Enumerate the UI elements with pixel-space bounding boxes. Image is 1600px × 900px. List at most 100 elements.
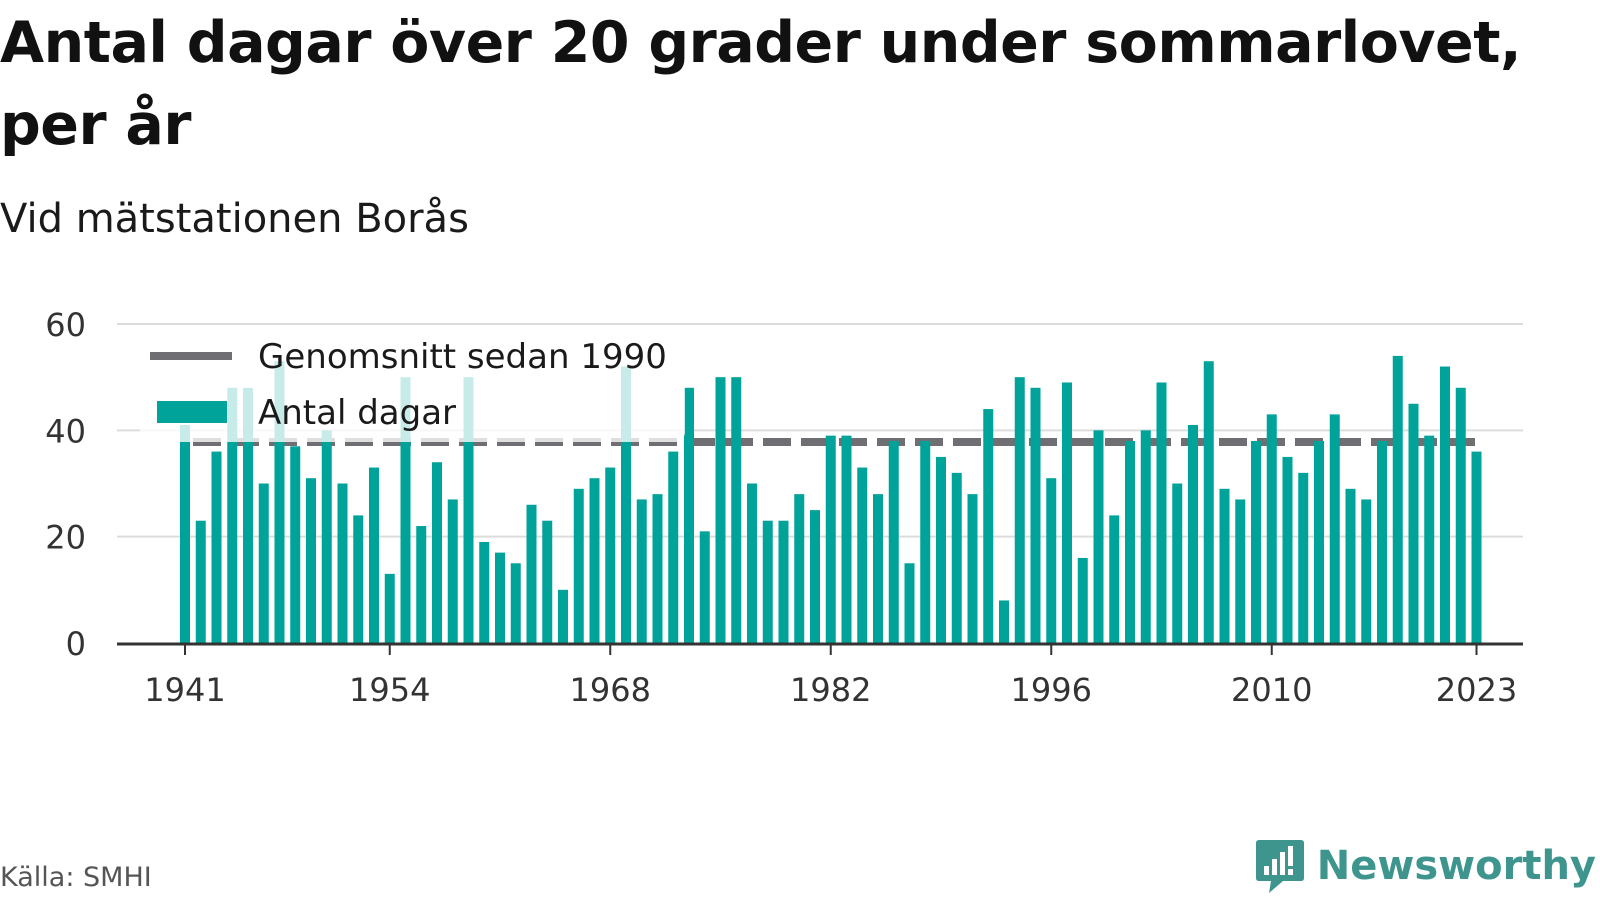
- bar: [1282, 456, 1293, 643]
- x-tick-label: 1968: [570, 671, 651, 709]
- source-note: Källa: SMHI: [0, 862, 152, 893]
- bar-chart-logo-icon: [1255, 840, 1304, 893]
- bar: [416, 526, 427, 643]
- bar: [888, 440, 899, 643]
- bar: [1298, 472, 1309, 643]
- bar: [1062, 382, 1072, 643]
- bar: [857, 467, 868, 643]
- bar: [1203, 361, 1214, 643]
- y-axis-ticks: 0 20 40 60: [45, 306, 86, 663]
- bar: [1235, 499, 1246, 643]
- bar: [825, 435, 836, 643]
- bar: [652, 494, 663, 643]
- bar: [810, 510, 820, 643]
- bar: [605, 467, 616, 643]
- x-tick-label: 1996: [1011, 671, 1092, 709]
- y-tick-label: 40: [45, 412, 86, 450]
- legend-background: [140, 326, 685, 442]
- bar: [1408, 403, 1419, 643]
- legend: Genomsnitt sedan 1990 Antal dagar: [140, 326, 685, 442]
- bar: [1392, 355, 1403, 643]
- bar-chart: 0 20 40 60 1941 1954 1968 1982 1996 2010 2023 Gen…: [45, 306, 1523, 709]
- bar: [1361, 499, 1372, 643]
- bars: [180, 355, 1482, 643]
- bar: [621, 366, 631, 643]
- bar: [1345, 488, 1356, 643]
- bar: [211, 451, 222, 643]
- bar: [668, 451, 679, 643]
- bar: [762, 520, 773, 643]
- bar: [243, 387, 253, 643]
- legend-bar-label: Antal dagar: [258, 393, 456, 433]
- bar: [1424, 435, 1435, 643]
- bar: [1188, 425, 1198, 643]
- bar: [1030, 387, 1041, 643]
- bar: [841, 435, 852, 643]
- bar: [1156, 382, 1167, 643]
- chart-subtitle: Vid mätstationen Borås: [0, 196, 469, 242]
- bar: [400, 377, 411, 643]
- bar: [274, 361, 285, 643]
- bar: [589, 478, 600, 643]
- bar: [1471, 451, 1482, 643]
- bar: [684, 387, 694, 643]
- bar: [306, 478, 316, 643]
- bar: [1046, 478, 1057, 643]
- bar: [447, 499, 458, 643]
- bar: [369, 467, 379, 643]
- chart-title: Antal dagar över 20 grader under sommarl…: [0, 10, 1522, 158]
- bar: [290, 446, 301, 643]
- bar: [1077, 557, 1088, 643]
- bar: [1093, 430, 1104, 643]
- x-tick-label: 1941: [144, 671, 225, 709]
- bar: [1109, 515, 1120, 643]
- bar: [1314, 440, 1324, 643]
- bar: [432, 462, 442, 643]
- bar: [983, 409, 994, 643]
- bar: [1251, 440, 1261, 643]
- bar: [495, 552, 505, 643]
- bar: [463, 377, 474, 643]
- bar: [1377, 440, 1387, 643]
- bar: [951, 472, 962, 643]
- brand-name: Newsworthy: [1316, 843, 1596, 889]
- bar: [479, 541, 490, 643]
- bar: [873, 494, 883, 643]
- bar: [747, 483, 757, 643]
- bar: [904, 563, 915, 643]
- brand-logo[interactable]: Newsworthy: [1255, 838, 1596, 894]
- bar: [384, 573, 395, 643]
- bar: [1172, 483, 1183, 643]
- x-tick-label: 1954: [349, 671, 430, 709]
- y-tick-label: 20: [45, 519, 86, 557]
- bar: [337, 483, 348, 643]
- bar: [558, 589, 568, 643]
- bar: [227, 387, 238, 643]
- bar: [636, 499, 647, 643]
- bar: [731, 377, 742, 643]
- bar: [715, 377, 726, 643]
- bar: [699, 531, 710, 643]
- bar: [195, 520, 206, 643]
- bar: [778, 520, 789, 643]
- bar: [1125, 440, 1135, 643]
- bar: [999, 600, 1009, 643]
- bar: [542, 520, 553, 643]
- x-tick-label: 1982: [790, 671, 871, 709]
- bar: [180, 425, 190, 643]
- bar: [321, 430, 332, 643]
- bar: [510, 563, 521, 643]
- legend-bar-swatch: [157, 401, 227, 423]
- bar: [794, 494, 805, 643]
- y-tick-label: 0: [66, 625, 86, 663]
- x-tick-label: 2010: [1231, 671, 1312, 709]
- bar: [936, 456, 946, 643]
- bar: [573, 488, 584, 643]
- bar: [258, 483, 269, 643]
- bar: [920, 440, 931, 643]
- x-axis-ticks: 1941 1954 1968 1982 1996 2010 2023: [144, 645, 1517, 709]
- y-tick-label: 60: [45, 306, 86, 344]
- x-tick-label: 2023: [1436, 671, 1517, 709]
- bar: [967, 494, 978, 643]
- bar: [1219, 488, 1230, 643]
